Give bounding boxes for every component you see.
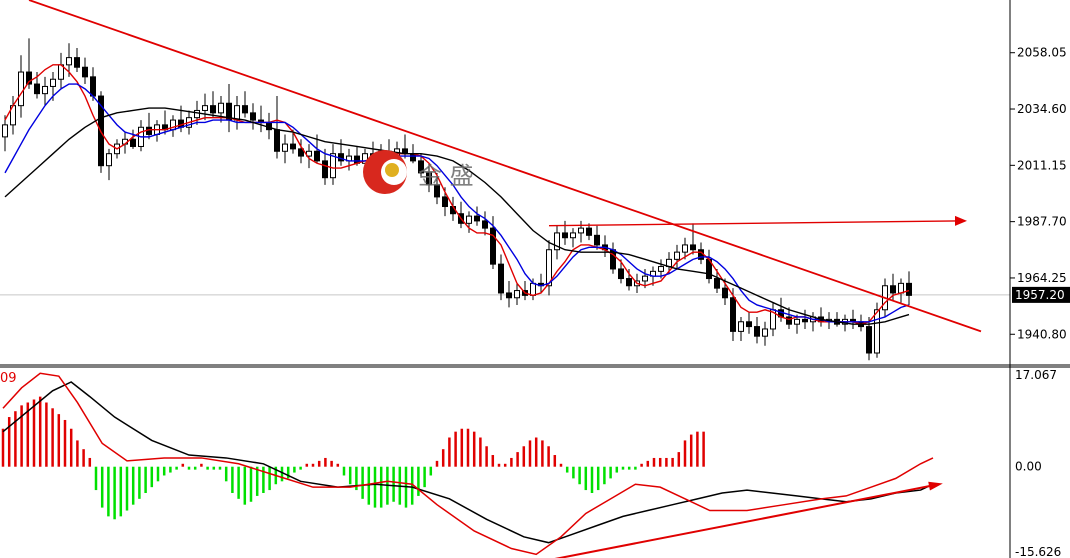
- candle-body: [26, 71, 32, 85]
- candle-body: [618, 268, 624, 280]
- candle-body: [218, 102, 224, 114]
- candle-body: [658, 266, 664, 272]
- candle-body: [722, 287, 728, 299]
- candle-body: [746, 321, 752, 328]
- candle-body: [442, 196, 448, 208]
- candle-body: [754, 326, 760, 337]
- macd-panel: 09: [0, 371, 943, 558]
- candle-body: [426, 172, 432, 186]
- candle-body: [202, 105, 208, 111]
- macd-tick-label: 17.067: [1015, 368, 1057, 382]
- candle-body: [898, 282, 904, 294]
- candle-body: [42, 85, 48, 95]
- candle-body: [466, 215, 472, 224]
- macd-tick-label: 0.00: [1015, 460, 1042, 474]
- candle-body: [802, 318, 808, 323]
- price-tick-label: 1964.25: [1017, 271, 1067, 285]
- candle-body: [274, 129, 280, 152]
- candle-body: [474, 215, 480, 222]
- candle-body: [578, 227, 584, 234]
- candle-body: [594, 234, 600, 246]
- candle-body: [434, 184, 440, 198]
- candle-body: [90, 76, 96, 97]
- current-price-tag: [1012, 286, 1070, 303]
- ma-fast-line: [4, 64, 910, 325]
- watermark-logo-dot: [385, 163, 399, 177]
- candle-body: [34, 83, 40, 95]
- candle-body: [106, 153, 112, 167]
- divergence-arrow: [554, 484, 934, 558]
- ma-slow-line: [4, 107, 910, 325]
- candle-body: [282, 143, 288, 152]
- price-tick-label: 2058.05: [1017, 46, 1067, 60]
- candle-body: [786, 316, 792, 325]
- price-tick-label: 2011.15: [1017, 158, 1067, 172]
- candle-body: [890, 285, 896, 294]
- candle-body: [242, 105, 248, 114]
- candle-body: [314, 150, 320, 162]
- candle-body: [762, 328, 768, 337]
- candle-body: [738, 321, 744, 332]
- candle-body: [322, 160, 328, 179]
- candle-body: [482, 220, 488, 229]
- trendline-line: [28, 0, 982, 333]
- macd-panel-label: 09: [0, 371, 17, 386]
- candle-body: [514, 290, 520, 299]
- candle-body: [586, 227, 592, 236]
- candle-body: [554, 232, 560, 251]
- candle-body: [546, 249, 552, 287]
- candle-body: [866, 326, 872, 354]
- candle-body: [626, 278, 632, 287]
- candle-body: [2, 124, 8, 138]
- watermark: 金 盛: [363, 150, 474, 194]
- candle-body: [82, 66, 88, 78]
- candle-body: [874, 309, 880, 354]
- candle-body: [74, 57, 80, 68]
- divergence-arrowhead: [928, 481, 943, 491]
- watermark-text: 金 盛: [418, 162, 474, 190]
- candle-body: [714, 278, 720, 289]
- signal-line: [2, 372, 934, 556]
- price-tick-label: 2034.60: [1017, 102, 1067, 116]
- price-tick-label: 1987.70: [1017, 215, 1067, 229]
- candle-body: [490, 227, 496, 265]
- candle-body: [674, 251, 680, 260]
- candle-body: [506, 292, 512, 299]
- candle-body: [498, 263, 504, 294]
- candle-body: [730, 297, 736, 332]
- horizontal-ray-line: [548, 220, 958, 227]
- candle-body: [794, 318, 800, 325]
- candle-body: [690, 244, 696, 251]
- macd-tick-label: -15.626: [1015, 545, 1061, 558]
- candle-body: [194, 109, 200, 119]
- price-panel: [0, 0, 1010, 361]
- candle-body: [18, 71, 24, 107]
- candle-body: [418, 160, 424, 174]
- candle-body: [642, 275, 648, 282]
- candle-body: [906, 282, 912, 296]
- candle-body: [530, 282, 536, 296]
- candle-body: [330, 153, 336, 179]
- candle-body: [682, 244, 688, 253]
- candle-body: [210, 105, 216, 114]
- candle-body: [66, 57, 72, 66]
- candle-body: [290, 143, 296, 150]
- price-tick-label: 1940.80: [1017, 327, 1067, 341]
- candle-body: [50, 78, 56, 87]
- ma-mid-line: [4, 83, 910, 323]
- current-price-label: 1957.20: [1015, 288, 1065, 302]
- candle-body: [562, 232, 568, 239]
- candle-body: [570, 232, 576, 239]
- candle-body: [298, 148, 304, 157]
- macd-line: [2, 381, 934, 544]
- candle-body: [250, 112, 256, 121]
- candle-body: [130, 138, 136, 147]
- ray-arrowhead: [955, 215, 967, 226]
